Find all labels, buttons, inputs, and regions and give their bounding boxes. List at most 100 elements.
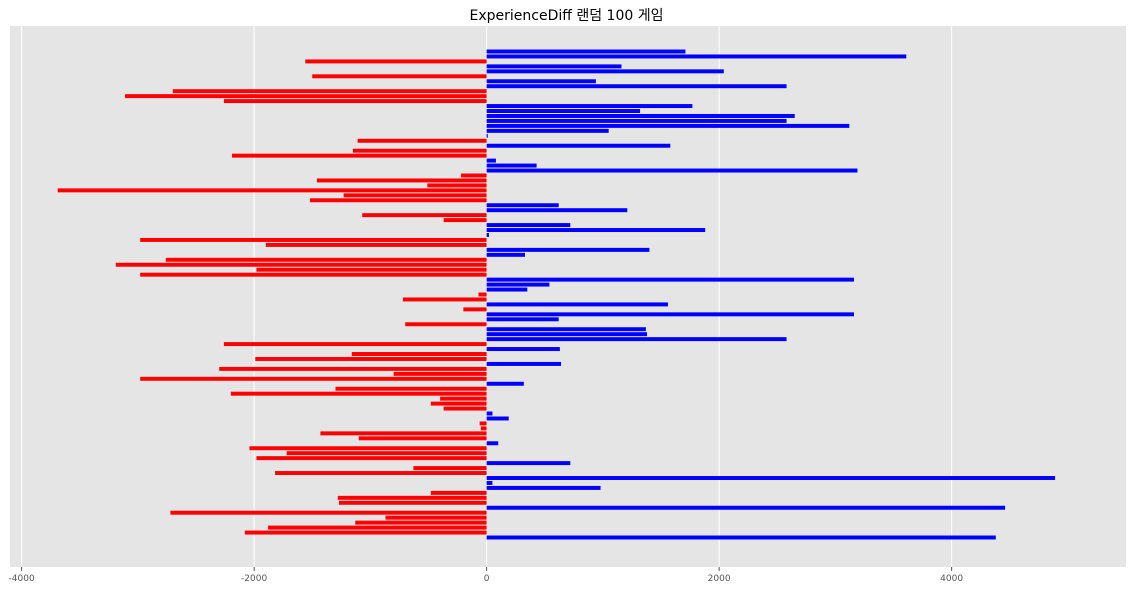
bar bbox=[57, 188, 487, 193]
bar bbox=[312, 74, 487, 79]
bar bbox=[486, 54, 907, 59]
bar bbox=[316, 178, 487, 183]
bar bbox=[140, 272, 487, 277]
bar bbox=[486, 247, 650, 252]
bar bbox=[286, 451, 487, 456]
bar bbox=[486, 476, 1056, 480]
chart-title: ExperienceDiff 랜덤 100 게임 bbox=[469, 8, 664, 24]
bar bbox=[256, 267, 487, 272]
x-tick-label: 2000 bbox=[708, 574, 731, 584]
bar bbox=[385, 515, 487, 520]
bar bbox=[244, 530, 487, 535]
x-tick-label: -2000 bbox=[241, 574, 267, 584]
bar bbox=[223, 342, 487, 347]
bar bbox=[486, 312, 854, 317]
bar bbox=[265, 242, 487, 247]
bar bbox=[338, 500, 487, 505]
bar bbox=[463, 307, 487, 312]
bar bbox=[486, 49, 686, 54]
bar bbox=[486, 332, 648, 337]
bar bbox=[337, 495, 487, 500]
bar bbox=[486, 228, 706, 233]
bar bbox=[443, 218, 487, 223]
bar bbox=[305, 59, 487, 64]
bar bbox=[461, 173, 487, 178]
bar bbox=[275, 471, 487, 476]
bar bbox=[486, 223, 571, 228]
bar bbox=[486, 84, 787, 89]
bar bbox=[232, 153, 487, 158]
bar bbox=[486, 277, 854, 282]
bar bbox=[249, 446, 487, 451]
bar bbox=[486, 133, 488, 138]
bar bbox=[486, 69, 724, 74]
bar bbox=[486, 461, 571, 466]
bar bbox=[486, 282, 550, 287]
bar bbox=[357, 138, 487, 143]
x-tick-label: -4000 bbox=[9, 574, 35, 584]
bar bbox=[486, 158, 496, 163]
bar bbox=[430, 401, 487, 406]
bar bbox=[486, 208, 628, 213]
bar bbox=[115, 262, 487, 267]
bar bbox=[402, 297, 487, 302]
x-tick-label: 0 bbox=[484, 574, 490, 584]
bar bbox=[486, 79, 596, 84]
bar bbox=[486, 109, 641, 113]
bar bbox=[486, 203, 559, 208]
bar bbox=[486, 535, 996, 540]
bar bbox=[256, 456, 487, 461]
bar bbox=[170, 510, 487, 515]
bar bbox=[268, 525, 487, 530]
bar bbox=[486, 233, 489, 237]
bar bbox=[440, 396, 487, 401]
bar bbox=[413, 466, 487, 471]
bar bbox=[230, 391, 487, 396]
bar bbox=[343, 193, 487, 198]
bar bbox=[486, 113, 795, 118]
bar bbox=[352, 148, 487, 153]
bar bbox=[172, 89, 487, 94]
bar bbox=[443, 406, 487, 411]
bar bbox=[165, 257, 487, 262]
bar bbox=[125, 94, 487, 99]
bar bbox=[255, 356, 487, 361]
bar bbox=[486, 337, 787, 342]
bar bbox=[486, 317, 559, 322]
bar bbox=[478, 292, 487, 297]
x-tick-label: 4000 bbox=[940, 574, 963, 584]
bar bbox=[486, 416, 509, 421]
bar bbox=[486, 347, 560, 352]
bar bbox=[140, 376, 487, 381]
bar bbox=[358, 436, 487, 441]
bar bbox=[486, 104, 693, 109]
bar bbox=[486, 168, 858, 173]
bar bbox=[486, 123, 850, 128]
bar bbox=[309, 198, 487, 203]
bar bbox=[320, 431, 487, 436]
bar bbox=[223, 99, 487, 104]
bar bbox=[486, 64, 622, 69]
bar bbox=[335, 386, 487, 391]
bar bbox=[486, 411, 493, 416]
bar bbox=[486, 505, 1006, 510]
bars bbox=[57, 49, 1056, 540]
x-axis-ticks: -4000 -2000 0 2000 4000 bbox=[9, 567, 963, 584]
bar bbox=[393, 371, 487, 376]
bar bbox=[362, 213, 487, 218]
bar bbox=[486, 252, 525, 257]
bar bbox=[486, 381, 524, 386]
bar bbox=[486, 163, 537, 168]
bar bbox=[486, 143, 671, 148]
bar bbox=[486, 128, 609, 133]
bar bbox=[486, 441, 499, 446]
bar bbox=[486, 485, 601, 490]
bar bbox=[405, 322, 487, 327]
bar bbox=[219, 366, 487, 371]
bar bbox=[479, 421, 487, 426]
bar bbox=[480, 426, 487, 431]
bar bbox=[486, 361, 562, 366]
bar bbox=[430, 490, 487, 495]
bar bbox=[140, 237, 487, 242]
